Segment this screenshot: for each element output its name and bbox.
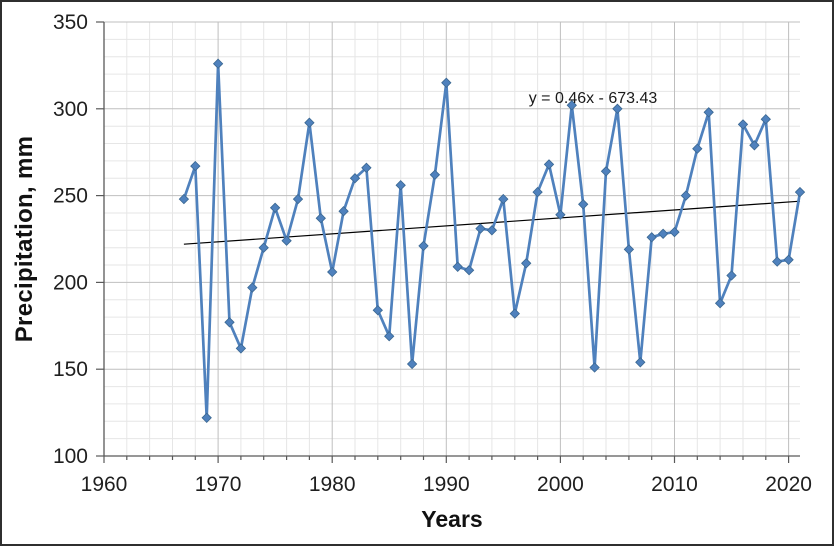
data-point-marker (486, 225, 498, 236)
data-point-marker (532, 186, 543, 198)
data-point-marker (269, 202, 281, 213)
data-point-marker (361, 162, 372, 173)
data-point-marker (600, 166, 612, 177)
data-point-marker (772, 256, 783, 267)
data-point-marker (783, 254, 794, 265)
data-point-marker (441, 77, 452, 88)
x-tick-label: 2000 (537, 473, 584, 496)
x-axis-title: Years (421, 506, 483, 532)
data-point-marker (463, 265, 475, 276)
x-tick-label: 2020 (765, 473, 812, 496)
data-point-marker (794, 186, 806, 198)
data-point-marker (726, 270, 737, 281)
data-point-marker (235, 343, 247, 354)
data-point-marker (258, 242, 269, 253)
y-tick-label: 300 (53, 98, 88, 121)
data-point-marker (760, 114, 771, 125)
data-point-marker (475, 223, 486, 234)
data-point-marker (452, 261, 463, 272)
x-tick-label: 1980 (309, 473, 356, 496)
data-point-marker (224, 317, 235, 328)
data-point-marker (372, 305, 383, 316)
data-point-marker (338, 206, 349, 217)
data-point-marker (680, 190, 692, 201)
data-point-marker (395, 180, 406, 191)
data-point-marker (692, 143, 703, 154)
y-tick-label: 100 (53, 445, 88, 468)
data-point-marker (703, 107, 714, 118)
x-tick-label: 1990 (423, 473, 470, 496)
data-point-marker (612, 103, 623, 114)
data-point-marker (555, 209, 566, 220)
data-point-marker (212, 58, 224, 69)
y-tick-label: 150 (53, 358, 88, 381)
data-point-marker (669, 226, 680, 238)
data-point-marker (304, 117, 315, 128)
data-point-marker (578, 199, 589, 210)
x-tick-label: 1970 (195, 473, 242, 496)
data-point-marker (281, 235, 292, 246)
y-tick-label: 250 (53, 185, 88, 208)
data-point-marker (749, 140, 760, 151)
y-tick-label: 200 (53, 271, 88, 294)
data-point-marker (635, 357, 646, 368)
data-point-marker (509, 308, 520, 319)
data-point-marker (349, 173, 361, 184)
data-point-marker (315, 213, 326, 224)
data-point-marker (589, 362, 600, 373)
data-point-marker (714, 298, 726, 309)
x-tick-label: 2010 (651, 473, 698, 496)
data-point-marker (418, 240, 429, 252)
data-point-marker (623, 244, 635, 255)
data-point-marker (406, 358, 418, 370)
data-point-marker (247, 282, 258, 293)
data-point-marker (737, 119, 749, 130)
data-point-marker (190, 160, 201, 172)
data-point-marker (384, 331, 395, 342)
data-point-marker (543, 159, 555, 170)
data-point-marker (178, 193, 190, 205)
data-point-marker (498, 193, 509, 205)
data-point-marker (646, 232, 657, 243)
y-tick-label: 350 (53, 11, 88, 34)
data-point-marker (657, 228, 669, 239)
data-point-marker (429, 169, 441, 180)
data-point-marker (327, 266, 338, 278)
trendline-equation-label: y = 0.46x - 673.43 (528, 90, 658, 107)
data-point-marker (201, 412, 212, 423)
x-tick-label: 1960 (81, 473, 128, 496)
data-point-marker (566, 100, 577, 111)
data-point-marker (292, 193, 304, 205)
data-point-marker (521, 258, 532, 269)
